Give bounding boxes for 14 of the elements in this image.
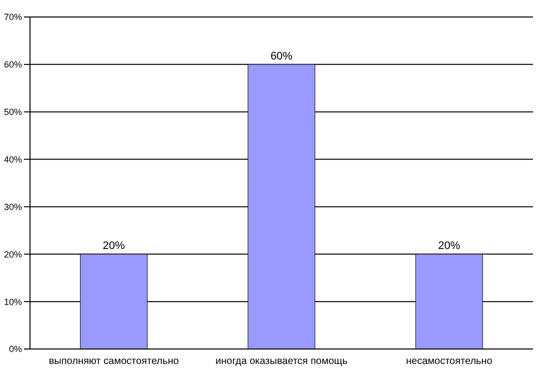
y-tick-label: 0% bbox=[8, 344, 22, 354]
y-tick-label: 20% bbox=[4, 249, 22, 260]
y-tick-label: 70% bbox=[4, 12, 22, 22]
data-label: 60% bbox=[270, 50, 293, 62]
y-tick-label: 30% bbox=[4, 202, 22, 212]
y-tick-label: 10% bbox=[4, 296, 22, 307]
y-tick-label: 50% bbox=[4, 107, 22, 118]
y-tick-label: 60% bbox=[4, 60, 22, 70]
data-label: 20% bbox=[438, 240, 460, 252]
data-label: 20% bbox=[102, 240, 126, 252]
x-tick-label: выполняют самостоятельно bbox=[48, 356, 180, 368]
y-tick-label: 40% bbox=[4, 154, 22, 164]
x-tick-label: иногда оказывается помощь bbox=[216, 356, 348, 368]
x-tick-label: несамостоятельно bbox=[406, 356, 493, 368]
